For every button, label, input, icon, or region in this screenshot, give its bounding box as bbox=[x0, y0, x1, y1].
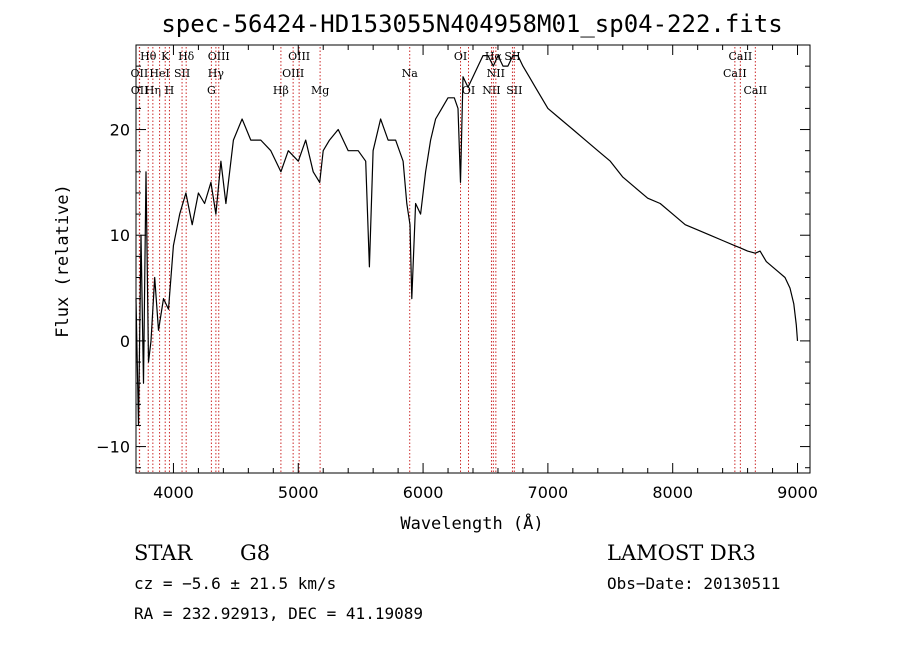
y-axis-label: Flux (relative) bbox=[53, 184, 73, 338]
x-tick-label: 6000 bbox=[403, 483, 444, 502]
line-marker-label: G bbox=[207, 84, 216, 97]
line-marker-label: NII bbox=[482, 84, 500, 97]
line-marker-label: NII bbox=[487, 67, 505, 80]
line-marker-label: OII bbox=[131, 84, 149, 97]
redshift-value: cz = −5.6 ± 21.5 km/s bbox=[134, 574, 336, 593]
y-tick-label: −10 bbox=[96, 438, 130, 457]
line-marker-label: Hθ bbox=[140, 50, 157, 63]
line-marker-label: H bbox=[165, 84, 175, 97]
line-marker-label: Mg bbox=[311, 84, 329, 97]
line-marker-label: Na bbox=[402, 67, 419, 80]
line-marker-label: OIII bbox=[282, 67, 304, 80]
line-marker-label: CaII bbox=[723, 67, 747, 80]
x-tick-label: 4000 bbox=[153, 483, 194, 502]
x-tick-label: 7000 bbox=[528, 483, 569, 502]
line-marker-label: HeI bbox=[149, 67, 169, 80]
line-marker-label: OIII bbox=[208, 50, 230, 63]
line-marker-label: Hγ bbox=[208, 67, 225, 80]
x-tick-label: 8000 bbox=[652, 483, 693, 502]
line-marker-label: OII bbox=[131, 67, 149, 80]
line-marker-label: CaII bbox=[729, 50, 753, 63]
line-marker-label: Hδ bbox=[178, 50, 195, 63]
y-tick-label: 10 bbox=[110, 226, 130, 245]
flux-series bbox=[135, 55, 799, 426]
line-marker-label: SII bbox=[174, 67, 190, 80]
line-marker-label: SII bbox=[506, 84, 522, 97]
plot-frame bbox=[135, 44, 811, 474]
x-axis-label: Wavelength (Å) bbox=[400, 512, 543, 534]
object-subclass: G8 bbox=[240, 541, 270, 565]
line-marker-label: Hα bbox=[485, 50, 503, 63]
x-axis-ticks: 4000 5000 6000 7000 8000 9000 bbox=[153, 45, 818, 502]
y-tick-label: 0 bbox=[120, 332, 130, 351]
object-class: STAR bbox=[134, 541, 193, 565]
line-marker-label: OIII bbox=[288, 50, 310, 63]
y-axis-ticks: −10 0 10 20 bbox=[96, 44, 810, 469]
line-marker-label: CaII bbox=[743, 84, 767, 97]
line-marker-label: K bbox=[161, 50, 170, 63]
obs-date: Obs−Date: 20130511 bbox=[607, 574, 780, 593]
line-marker-label: OI bbox=[462, 84, 475, 97]
x-tick-label: 9000 bbox=[777, 483, 818, 502]
y-tick-label: 20 bbox=[110, 121, 130, 140]
line-marker-label: Hη bbox=[145, 84, 161, 97]
survey-label: LAMOST DR3 bbox=[607, 541, 756, 565]
x-tick-label: 5000 bbox=[278, 483, 319, 502]
chart-title: spec-56424-HD153055N404958M01_sp04-222.f… bbox=[161, 10, 782, 38]
line-marker-label: Hβ bbox=[273, 84, 289, 97]
coordinates: RA = 232.92913, DEC = 41.19089 bbox=[134, 604, 423, 623]
flux-line bbox=[135, 55, 799, 426]
line-marker-label: OI bbox=[454, 50, 467, 63]
